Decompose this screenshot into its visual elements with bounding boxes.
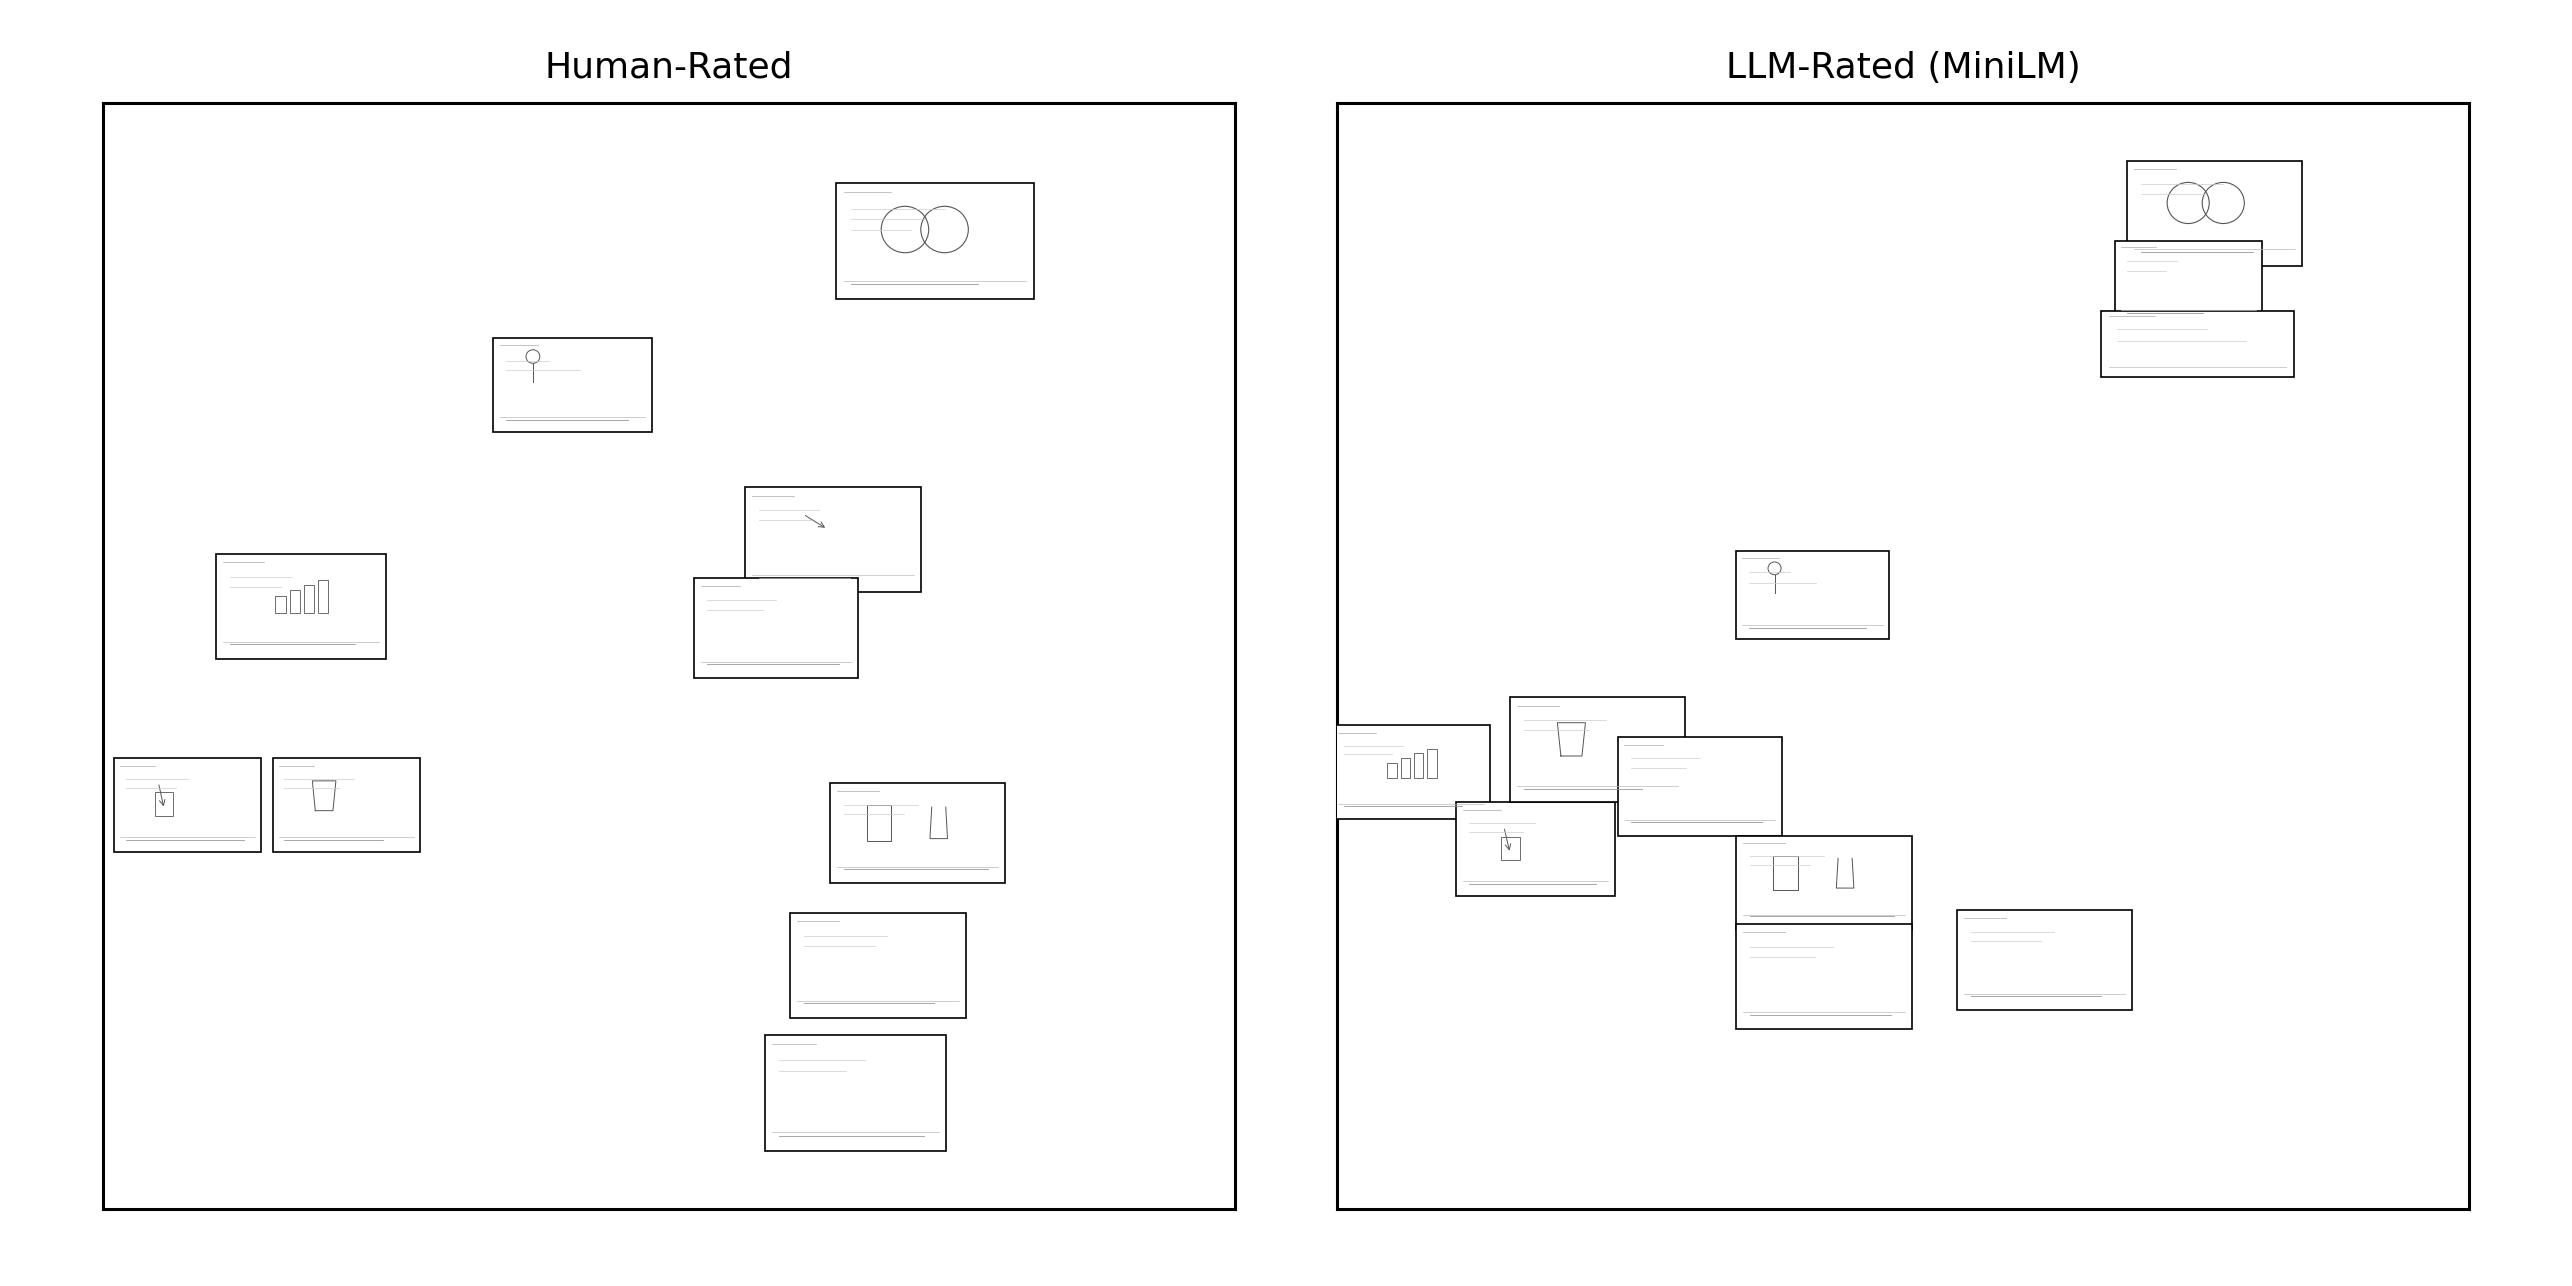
- Bar: [694, 579, 859, 678]
- Bar: [1427, 748, 1438, 778]
- Bar: [836, 183, 1034, 300]
- Bar: [1736, 925, 1911, 1029]
- Bar: [2127, 161, 2302, 266]
- Bar: [1415, 754, 1422, 778]
- Bar: [1618, 737, 1782, 836]
- Bar: [1386, 763, 1397, 778]
- Bar: [1332, 725, 1489, 819]
- Bar: [2101, 311, 2294, 377]
- Bar: [1510, 697, 1685, 802]
- Bar: [291, 590, 301, 612]
- Bar: [154, 792, 172, 817]
- Bar: [1957, 910, 2132, 1010]
- Bar: [764, 1035, 946, 1151]
- Bar: [1456, 802, 1615, 896]
- Bar: [2114, 240, 2261, 324]
- Bar: [303, 585, 314, 612]
- Bar: [275, 595, 285, 612]
- Bar: [1736, 550, 1888, 639]
- Bar: [494, 338, 651, 432]
- Title: Human-Rated: Human-Rated: [545, 51, 792, 85]
- Bar: [216, 553, 386, 658]
- Bar: [1772, 856, 1798, 890]
- Bar: [273, 759, 419, 853]
- Bar: [1736, 836, 1911, 930]
- Bar: [319, 580, 329, 612]
- Title: LLM-Rated (MiniLM): LLM-Rated (MiniLM): [1726, 51, 2081, 85]
- Bar: [867, 805, 892, 841]
- Bar: [1499, 837, 1520, 860]
- Bar: [746, 487, 921, 593]
- Bar: [113, 759, 262, 853]
- Bar: [790, 913, 967, 1019]
- Bar: [1402, 757, 1409, 778]
- Bar: [831, 783, 1006, 882]
